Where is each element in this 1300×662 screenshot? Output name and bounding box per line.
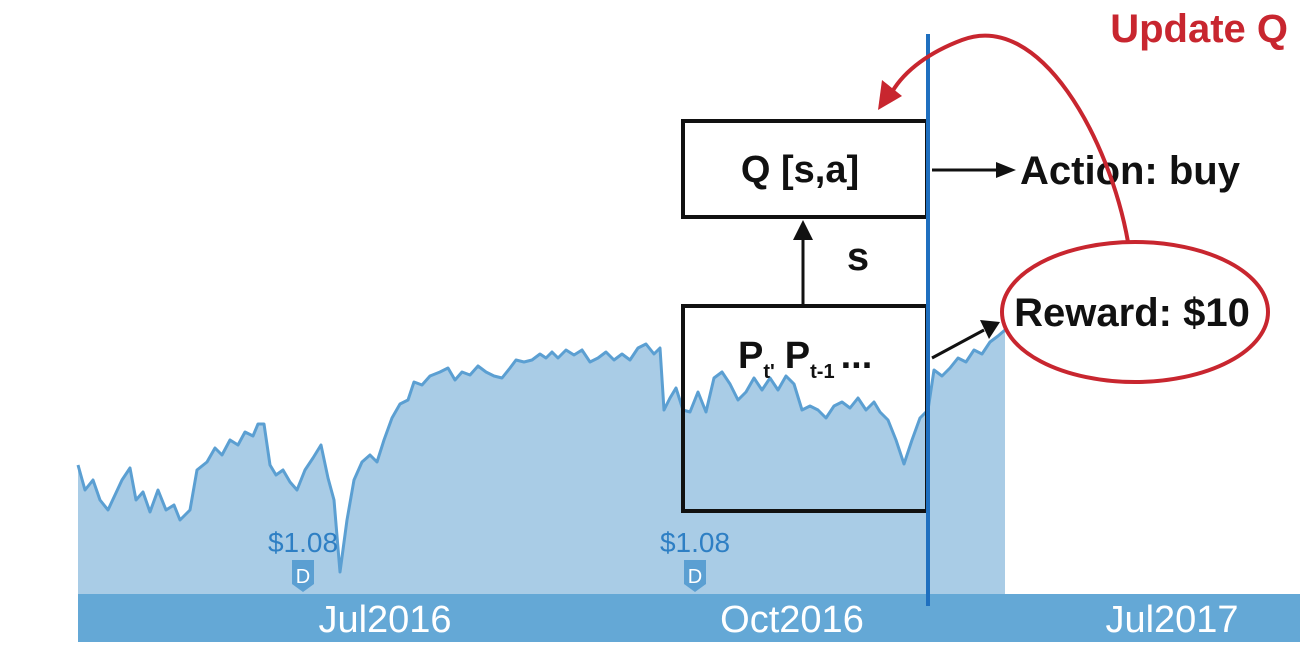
dividend-amount: $1.08 xyxy=(660,527,730,558)
axis-label-jul2016: Jul2016 xyxy=(318,599,451,641)
q-table-label: Q [s,a] xyxy=(741,149,859,191)
price-p2: P xyxy=(785,335,810,377)
state-arrowhead-icon xyxy=(793,220,813,240)
reward-arrowhead-icon xyxy=(980,320,1000,339)
dividend-amount: $1.08 xyxy=(268,527,338,558)
time-axis-bar xyxy=(78,594,1300,642)
reward-ellipse xyxy=(1000,240,1270,384)
dividend-flag-letter: D xyxy=(688,566,702,588)
svg-text:Pt'Pt-1...: Pt' Pt-1... xyxy=(738,335,872,383)
update-q-label: Update Q xyxy=(1110,7,1288,51)
dividend-flag-letter: D xyxy=(296,566,310,588)
reward-arrow xyxy=(931,328,985,360)
price-window-label: Pt' Pt-1... xyxy=(738,335,872,383)
update-q-curve xyxy=(890,33,1130,243)
dividend-marker-2: $1.08 D xyxy=(660,527,730,592)
dividend-marker-1: $1.08 D xyxy=(268,527,338,592)
price-sub-t1: t-1 xyxy=(810,361,834,383)
price-line xyxy=(76,328,1006,574)
reward-label: Reward: $10 xyxy=(1014,291,1250,335)
dividend-flag-icon xyxy=(292,560,314,592)
update-q-arrowhead-icon xyxy=(878,80,902,110)
action-arrowhead-icon xyxy=(996,162,1016,178)
price-ellipsis: ... xyxy=(841,335,873,377)
price-area xyxy=(78,330,1005,594)
axis-label-jul2017: Jul2017 xyxy=(1105,599,1238,641)
dividend-flag-icon xyxy=(684,560,706,592)
axis-label-oct2016: Oct2016 xyxy=(720,599,864,641)
state-label: s xyxy=(847,235,869,279)
price-sub-t: t' xyxy=(763,361,774,383)
action-label: Action: buy xyxy=(1020,149,1241,193)
price-p: P xyxy=(738,335,763,377)
